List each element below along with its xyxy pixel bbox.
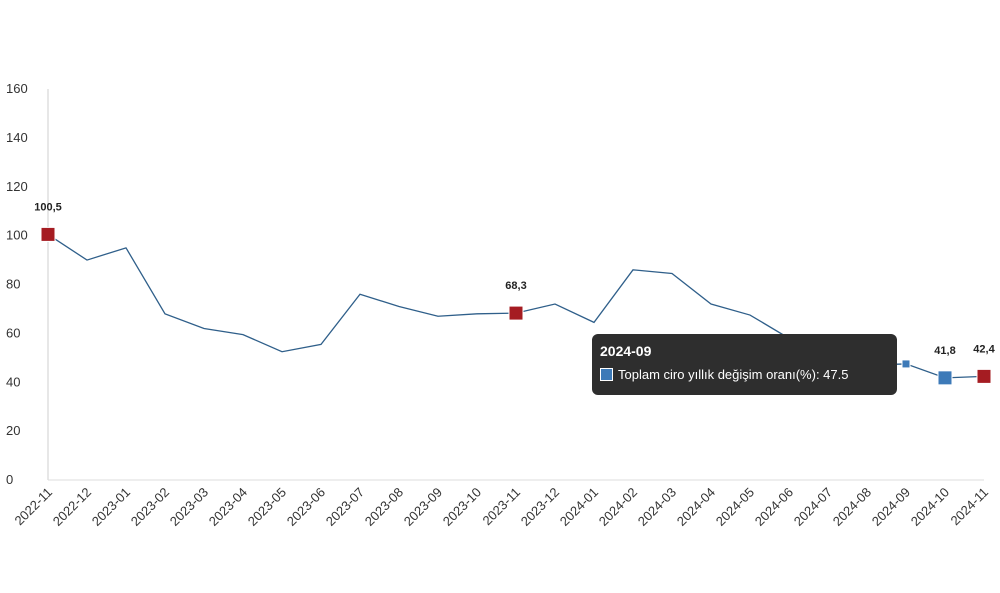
x-tick-label: 2023-09 (401, 485, 445, 529)
y-tick-label: 0 (6, 472, 13, 487)
y-tick-label: 160 (6, 81, 28, 96)
x-tick-label: 2023-05 (245, 485, 289, 529)
data-label: 42,4 (973, 343, 995, 355)
highlight-marker[interactable] (40, 226, 56, 242)
highlight-marker[interactable] (976, 368, 992, 384)
x-tick-label: 2024-09 (869, 485, 913, 529)
x-axis: 2022-112022-122023-012023-022023-032023-… (11, 479, 991, 529)
x-tick-label: 2024-03 (635, 485, 679, 529)
x-tick-label: 2023-10 (440, 485, 484, 529)
hover-marker[interactable] (901, 359, 911, 369)
x-tick-label: 2023-02 (128, 485, 172, 529)
hover-marker[interactable] (937, 370, 953, 386)
x-tick-label: 2023-11 (479, 485, 523, 529)
x-tick-label: 2024-10 (908, 485, 952, 529)
x-tick-label: 2024-06 (752, 485, 796, 529)
x-tick-label: 2022-11 (11, 485, 55, 529)
y-axis: 0 20 40 60 80 100 120 140 160 (6, 81, 49, 487)
x-tick-label: 2023-06 (284, 485, 328, 529)
x-tick-label: 2024-05 (713, 485, 757, 529)
x-tick-label: 2024-01 (557, 485, 601, 529)
x-tick-label: 2024-07 (791, 485, 835, 529)
y-tick-label: 40 (6, 374, 20, 389)
tooltip-text: Toplam ciro yıllık değişim oranı(%): 47.… (618, 367, 849, 382)
x-tick-label: 2024-08 (830, 485, 874, 529)
x-tick-label: 2024-11 (947, 485, 991, 529)
y-tick-label: 80 (6, 277, 20, 292)
series-swatch-icon (600, 368, 613, 381)
x-tick-label: 2023-07 (323, 485, 367, 529)
markers-layer (40, 226, 992, 386)
data-label: 68,3 (505, 280, 526, 292)
x-tick-label: 2024-04 (674, 485, 718, 529)
x-tick-label: 2023-08 (362, 485, 406, 529)
tooltip: 2024-09 Toplam ciro yıllık değişim oranı… (592, 334, 897, 395)
y-tick-label: 100 (6, 228, 28, 243)
x-tick-label: 2023-03 (167, 485, 211, 529)
tooltip-row: Toplam ciro yıllık değişim oranı(%): 47.… (600, 367, 889, 382)
y-tick-label: 120 (6, 179, 28, 194)
x-tick-label: 2023-12 (518, 485, 562, 529)
data-label: 100,5 (34, 201, 62, 213)
x-tick-label: 2023-04 (206, 485, 250, 529)
data-labels-layer: 100,5 68,3 41,8 42,4 (34, 201, 995, 356)
tooltip-title: 2024-09 (600, 343, 652, 359)
y-tick-label: 140 (6, 130, 28, 145)
data-label: 41,8 (934, 345, 955, 357)
y-tick-label: 20 (6, 423, 20, 438)
x-tick-label: 2024-02 (596, 485, 640, 529)
highlight-marker[interactable] (508, 305, 524, 321)
x-tick-label: 2022-12 (50, 485, 94, 529)
y-tick-label: 60 (6, 325, 20, 340)
x-tick-label: 2023-01 (89, 485, 133, 529)
